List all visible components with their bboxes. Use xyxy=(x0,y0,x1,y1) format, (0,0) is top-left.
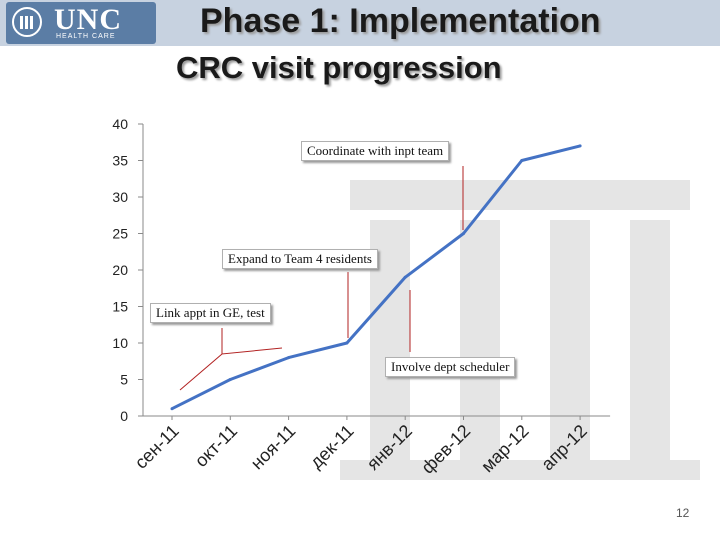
x-tick-label: янв-12 xyxy=(363,421,416,474)
annotation-expand: Expand to Team 4 residents xyxy=(222,249,378,269)
data-point xyxy=(287,356,291,360)
x-tick-label: мар-12 xyxy=(477,421,532,476)
y-tick-label: 10 xyxy=(112,335,128,351)
y-tick-label: 40 xyxy=(112,116,128,132)
x-tick-label: фев-12 xyxy=(417,421,474,478)
data-point xyxy=(345,341,349,345)
data-point xyxy=(520,159,524,162)
annotation-leader-line xyxy=(179,328,283,391)
data-point xyxy=(228,378,232,381)
x-tick-label: ноя-11 xyxy=(247,421,300,474)
logo-word: UNC xyxy=(54,3,122,36)
data-point xyxy=(578,144,582,148)
unc-logo: UNC HEALTH CARE xyxy=(6,2,156,44)
series-line xyxy=(171,144,581,411)
x-tick-label: сен-11 xyxy=(131,421,183,473)
data-point xyxy=(403,275,407,279)
data-point xyxy=(462,232,465,235)
logo-subtitle: HEALTH CARE xyxy=(56,33,116,40)
x-tick-label: окт-11 xyxy=(191,421,241,471)
page-subtitle: CRC visit progression xyxy=(176,50,502,85)
annotation-coordinate: Coordinate with inpt team xyxy=(301,141,450,161)
y-tick-label: 25 xyxy=(112,226,128,242)
y-tick-label: 0 xyxy=(120,408,128,424)
y-tick-label: 15 xyxy=(112,299,128,315)
data-point xyxy=(170,407,174,411)
annotation-link-appt: Link appt in GE, test xyxy=(150,303,271,323)
seal-icon xyxy=(12,7,42,37)
y-tick-label: 35 xyxy=(112,153,128,169)
y-tick-label: 30 xyxy=(112,189,128,205)
y-tick-label: 20 xyxy=(112,262,128,278)
old-well-watermark-icon xyxy=(340,180,700,480)
x-tick-label: дек-11 xyxy=(306,421,358,473)
y-tick-label: 5 xyxy=(120,372,128,388)
annotation-involve: Involve dept scheduler xyxy=(385,357,516,377)
page-number: 12 xyxy=(676,506,690,520)
page-title: Phase 1: Implementation xyxy=(200,2,601,40)
x-tick-label: апр-12 xyxy=(537,421,591,475)
